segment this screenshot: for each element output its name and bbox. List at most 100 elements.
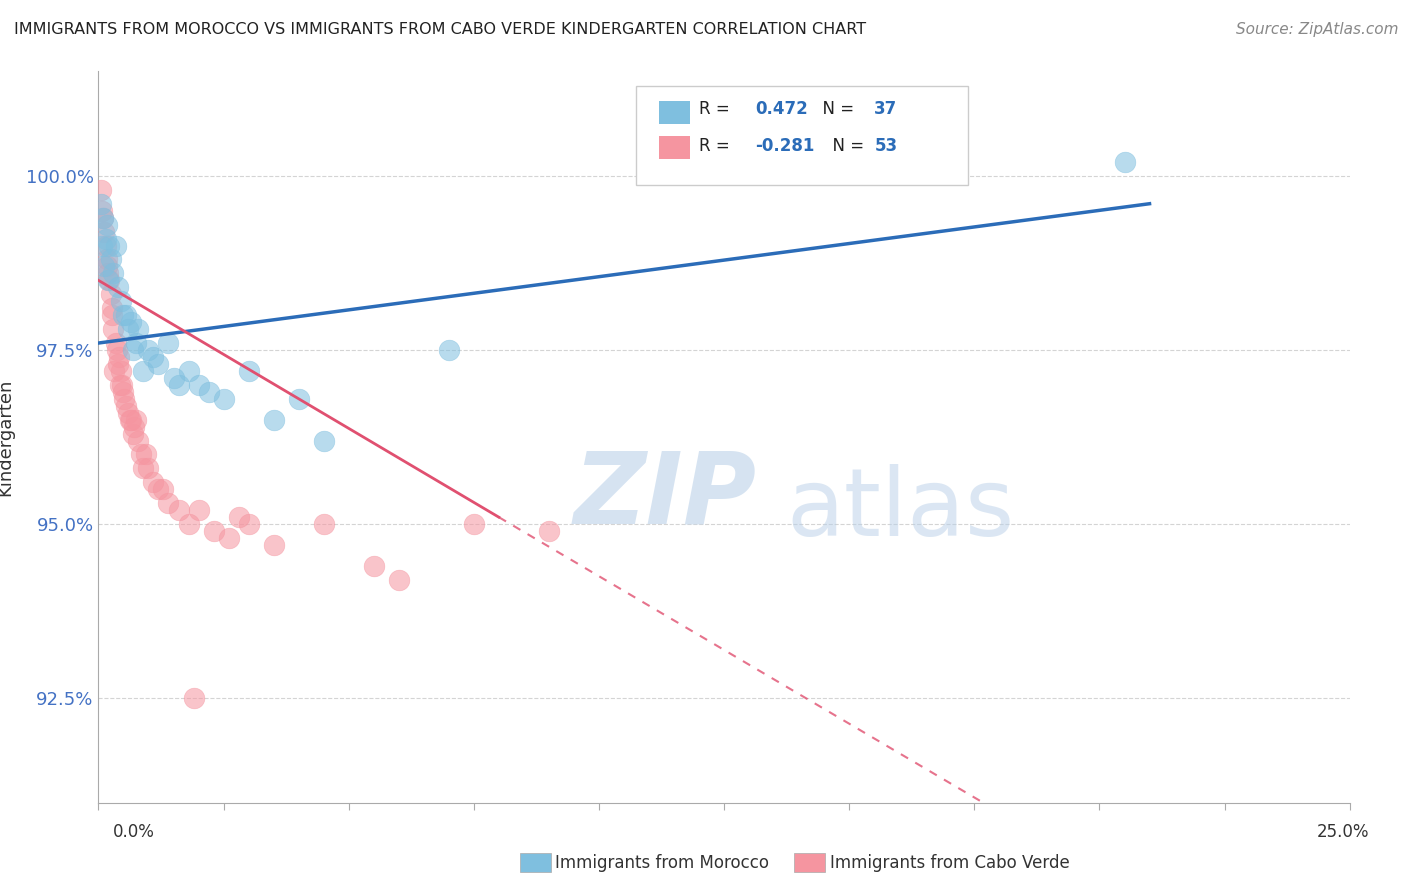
Point (107, 357, 129, 371)
Point (287, 392, 309, 406)
Point (110, 294, 132, 309)
Point (112, 308, 135, 322)
Point (98, 273, 121, 287)
Point (463, 517, 485, 532)
Point (114, 392, 136, 406)
Point (120, 412, 142, 426)
Text: R =: R = (699, 137, 735, 155)
Point (312, 517, 335, 532)
Point (107, 280, 129, 294)
Point (96, 252, 118, 267)
Text: R =: R = (699, 101, 735, 119)
Point (103, 266, 125, 280)
Text: 25.0%: 25.0% (1316, 822, 1369, 840)
Point (103, 322, 125, 336)
Point (93, 211, 115, 225)
Point (132, 461, 155, 475)
Point (108, 350, 131, 364)
Point (238, 364, 260, 378)
Point (312, 434, 335, 448)
Point (125, 336, 148, 351)
Point (127, 434, 149, 448)
Point (142, 475, 165, 490)
Point (120, 315, 142, 329)
Point (148, 357, 170, 371)
Text: N =: N = (811, 101, 859, 119)
Point (122, 426, 145, 441)
Point (90, 196, 112, 211)
Text: 53: 53 (875, 137, 897, 155)
Point (167, 377, 190, 392)
Text: ZIP: ZIP (574, 447, 756, 544)
Text: Immigrants from Morocco: Immigrants from Morocco (555, 854, 769, 871)
Point (263, 538, 285, 552)
Point (93, 211, 115, 225)
Point (107, 343, 129, 357)
Point (110, 364, 132, 378)
FancyBboxPatch shape (659, 136, 690, 159)
Text: Immigrants from Cabo Verde: Immigrants from Cabo Verde (830, 854, 1070, 871)
Point (103, 364, 125, 378)
Point (108, 377, 131, 392)
Point (124, 419, 146, 434)
FancyBboxPatch shape (637, 86, 969, 185)
Point (177, 364, 200, 378)
Text: atlas: atlas (787, 464, 1015, 557)
Point (91, 203, 114, 218)
Text: Source: ZipAtlas.com: Source: ZipAtlas.com (1236, 22, 1399, 37)
Point (218, 531, 240, 545)
Text: 0.472: 0.472 (755, 101, 808, 119)
Point (157, 496, 180, 510)
Point (115, 308, 138, 322)
Point (98, 238, 121, 252)
Point (148, 483, 170, 497)
Point (187, 377, 209, 392)
Point (117, 322, 139, 336)
Point (1114, 155, 1136, 169)
Text: 37: 37 (875, 101, 897, 119)
Point (111, 377, 134, 392)
Point (100, 252, 122, 267)
Point (238, 517, 260, 532)
Text: IMMIGRANTS FROM MOROCCO VS IMMIGRANTS FROM CABO VERDE KINDERGARTEN CORRELATION C: IMMIGRANTS FROM MOROCCO VS IMMIGRANTS FR… (14, 22, 866, 37)
Point (104, 238, 127, 252)
Point (91, 238, 114, 252)
Point (115, 399, 138, 413)
Point (437, 343, 460, 357)
Point (157, 336, 180, 351)
Point (96, 218, 118, 232)
Point (183, 691, 205, 706)
Point (118, 412, 141, 426)
Point (104, 336, 127, 351)
Point (93, 260, 115, 274)
Point (96, 260, 118, 274)
Text: N =: N = (821, 137, 869, 155)
Point (125, 412, 148, 426)
FancyBboxPatch shape (659, 101, 690, 124)
Point (101, 308, 124, 322)
Point (197, 384, 219, 399)
Point (152, 483, 174, 497)
Point (90, 183, 112, 197)
Text: 0.0%: 0.0% (112, 822, 155, 840)
Point (132, 364, 155, 378)
Point (138, 461, 160, 475)
Point (93, 225, 115, 239)
Point (100, 287, 122, 301)
Point (117, 406, 139, 420)
Point (97, 273, 120, 287)
Point (101, 301, 124, 316)
Point (388, 573, 411, 587)
Point (138, 343, 160, 357)
Point (167, 503, 190, 517)
Point (129, 448, 152, 462)
Point (122, 343, 145, 357)
Point (363, 558, 385, 573)
Point (94, 238, 117, 252)
Point (135, 448, 157, 462)
Point (162, 371, 184, 385)
Point (142, 350, 165, 364)
Point (212, 392, 235, 406)
Text: -0.281: -0.281 (755, 137, 814, 155)
Point (177, 517, 200, 532)
